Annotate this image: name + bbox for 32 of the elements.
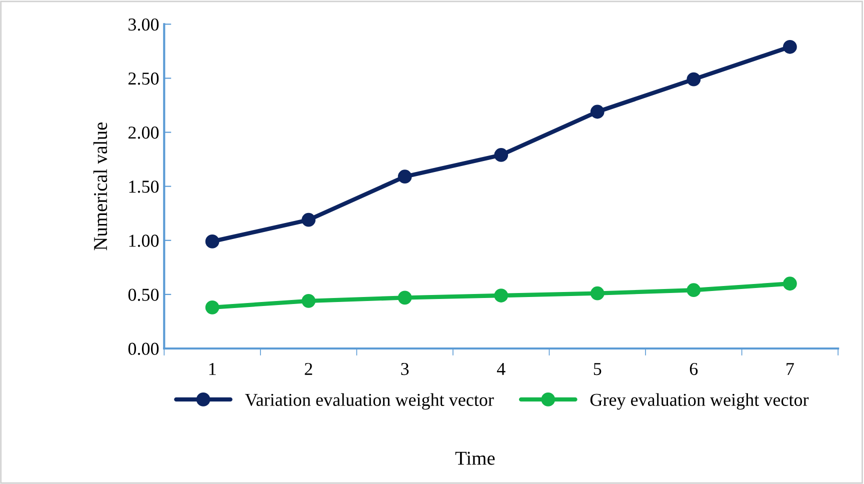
y-tick-label: 3.00: [128, 18, 159, 31]
point: [783, 276, 797, 291]
y-tick-label: 2.00: [128, 126, 159, 139]
point: [590, 286, 604, 300]
point: [398, 170, 412, 184]
point: [494, 288, 508, 302]
point: [686, 283, 701, 298]
point: [494, 148, 508, 162]
point: [205, 300, 220, 314]
x-tick-label: 5: [594, 363, 602, 376]
x-tick-label: 1: [209, 362, 216, 375]
legend-label: Grey evaluation weight vector: [590, 393, 809, 410]
point: [302, 294, 316, 308]
y-tick-label: 2.50: [128, 72, 159, 85]
x-tick-label: 2: [304, 362, 312, 375]
y-tick-label: 1.50: [129, 180, 159, 193]
point: [590, 104, 604, 119]
point: [205, 234, 220, 248]
point: [783, 40, 797, 54]
y-tick-label: 1.00: [129, 234, 159, 247]
x-tick-label: 6: [690, 362, 698, 376]
y-axis-title: Numerical value: [93, 122, 108, 250]
x-axis-title: Time: [455, 452, 495, 465]
point: [398, 290, 412, 305]
y-tick-label: 0.00: [128, 342, 159, 355]
x-tick-label: 4: [496, 363, 506, 375]
x-tick-label: 3: [401, 362, 409, 376]
point: [686, 72, 701, 86]
point: [302, 212, 316, 227]
y-tick-label: 0.50: [128, 288, 159, 301]
legend-label: Variation evaluation weight vector: [245, 393, 494, 410]
x-tick-label: 7: [786, 363, 794, 375]
